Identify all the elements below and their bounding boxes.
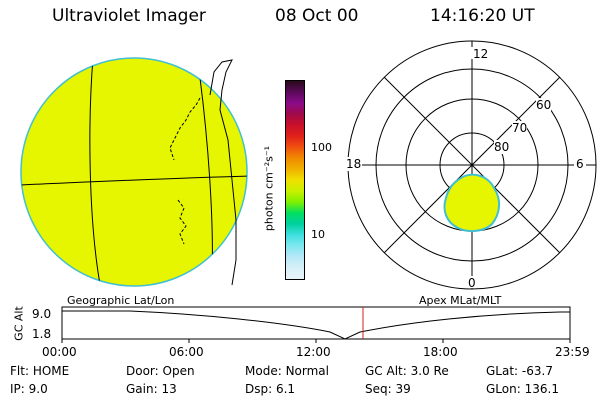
status-label: GLat: [486, 364, 519, 378]
x-tick-0000: 00:00 [42, 345, 77, 359]
mlt-label-0: 0 [468, 276, 476, 290]
altitude-curve [62, 310, 570, 340]
lat-label-80: 80 [494, 140, 510, 154]
lat-label-70: 70 [512, 121, 528, 135]
lat-label-60: 60 [536, 98, 552, 112]
flight-status: Flt: HOME [10, 364, 69, 378]
glat-status: GLat: -63.7 [486, 364, 553, 378]
gain-status: Gain: 13 [126, 382, 177, 396]
status-label: IP: [10, 382, 25, 396]
date-label: 08 Oct 00 [275, 6, 359, 26]
status-label: Gain: [126, 382, 158, 396]
glon-status: GLon: 136.1 [486, 382, 559, 396]
status-value: -63.7 [521, 364, 553, 378]
status-label: Seq: [365, 382, 392, 396]
status-value: 136.1 [524, 382, 559, 396]
status-label: Dsp: [245, 382, 273, 396]
color-scale-bar [285, 80, 305, 280]
mlt-label-6: 6 [576, 157, 584, 171]
y-tick-9: 9.0 [32, 307, 52, 321]
x-tick-1200: 12:00 [296, 345, 331, 359]
mlt-label-18: 18 [346, 157, 362, 171]
auroral-oval [443, 173, 500, 233]
earth-disk [20, 57, 248, 287]
status-value: Open [162, 364, 195, 378]
mode-status: Mode: Normal [245, 364, 329, 378]
geographic-caption: Geographic Lat/Lon [67, 294, 175, 307]
status-value: 6.1 [275, 382, 296, 396]
mlt-label-12: 12 [473, 47, 489, 61]
status-value: Normal [285, 364, 329, 378]
scale-tick-100: 100 [311, 141, 332, 154]
status-value: 39 [395, 382, 411, 396]
timeline-axis-label: GC Alt [12, 306, 26, 341]
status-label: Flt: [10, 364, 29, 378]
gc-alt-status: GC Alt: 3.0 Re [365, 364, 449, 378]
x-tick-1800: 18:00 [423, 345, 458, 359]
status-value: HOME [32, 364, 70, 378]
scale-tick-10: 10 [311, 228, 325, 241]
instrument-title: Ultraviolet Imager [52, 6, 206, 26]
x-tick-2359: 23:59 [555, 345, 590, 359]
coastline [177, 199, 187, 245]
x-tick-0600: 06:00 [169, 345, 204, 359]
meridian-line [89, 58, 102, 286]
coastline [209, 59, 237, 286]
dsp-status: Dsp: 6.1 [245, 382, 295, 396]
y-tick-1-8: 1.8 [32, 327, 52, 341]
time-label: 14:16:20 UT [430, 6, 535, 26]
door-status: Door: Open [126, 364, 195, 378]
status-value: 3.0 Re [410, 364, 449, 378]
polar-caption: Apex MLat/MLT [419, 294, 502, 307]
status-label: GC Alt: [365, 364, 407, 378]
status-label: GLon: [486, 382, 521, 396]
status-value: 13 [161, 382, 177, 396]
latitude-line [21, 175, 247, 186]
status-label: Mode: [245, 364, 282, 378]
ip-status: IP: 9.0 [10, 382, 48, 396]
status-value: 9.0 [28, 382, 48, 396]
coastline [169, 97, 201, 161]
meridian-line [199, 77, 213, 276]
status-label: Door: [126, 364, 159, 378]
seq-status: Seq: 39 [365, 382, 411, 396]
